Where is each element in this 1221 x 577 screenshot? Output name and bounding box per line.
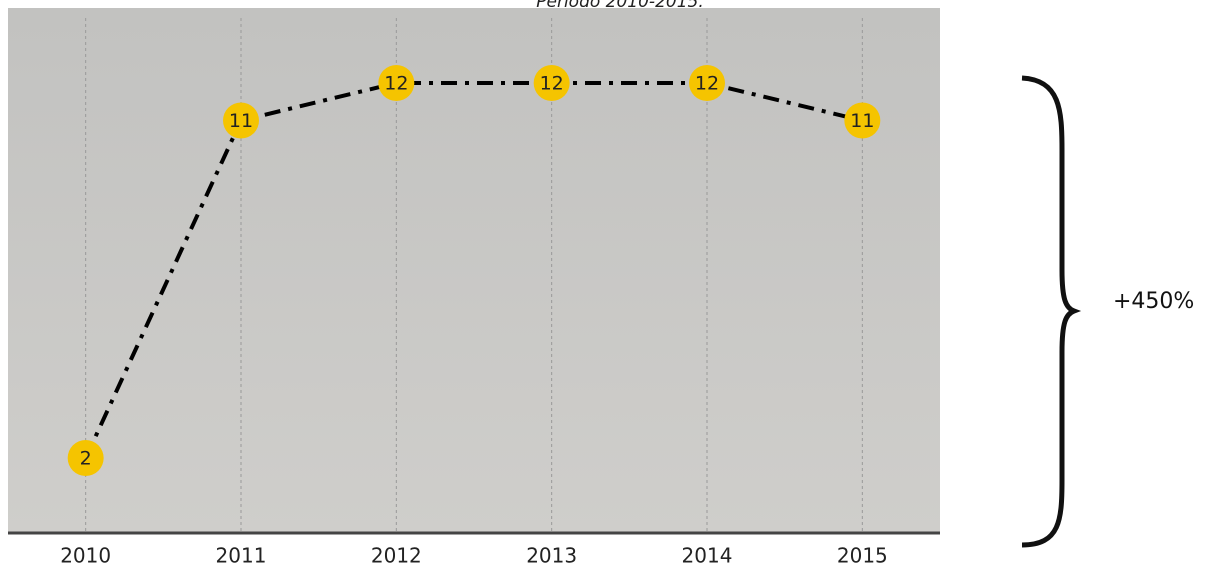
annotation: +450% xyxy=(1113,289,1194,314)
chart-subtitle: Periodo 2010-2015. xyxy=(536,0,704,12)
line xyxy=(83,81,863,459)
data-label: 11 xyxy=(850,110,874,132)
marker xyxy=(223,102,259,139)
data-label: 11 xyxy=(229,110,253,132)
x-tick-label: 2014 xyxy=(682,544,733,568)
data-label: 12 xyxy=(384,73,408,95)
marker xyxy=(533,65,570,101)
marker xyxy=(844,102,881,139)
data-label: 12 xyxy=(540,73,564,95)
brace xyxy=(1021,75,1082,548)
x-tick-label: 2010 xyxy=(60,544,111,568)
x-tick-label: 2015 xyxy=(837,544,888,568)
data-label: 2 xyxy=(80,448,92,470)
plot-background xyxy=(8,8,940,533)
x-tick-label: 2011 xyxy=(216,544,267,568)
marker xyxy=(378,65,415,101)
x-tick-label: 2013 xyxy=(526,544,577,568)
x-tick-label: 2012 xyxy=(371,544,422,568)
marker xyxy=(67,440,104,476)
marker xyxy=(689,65,725,101)
data-label: 12 xyxy=(695,73,719,95)
